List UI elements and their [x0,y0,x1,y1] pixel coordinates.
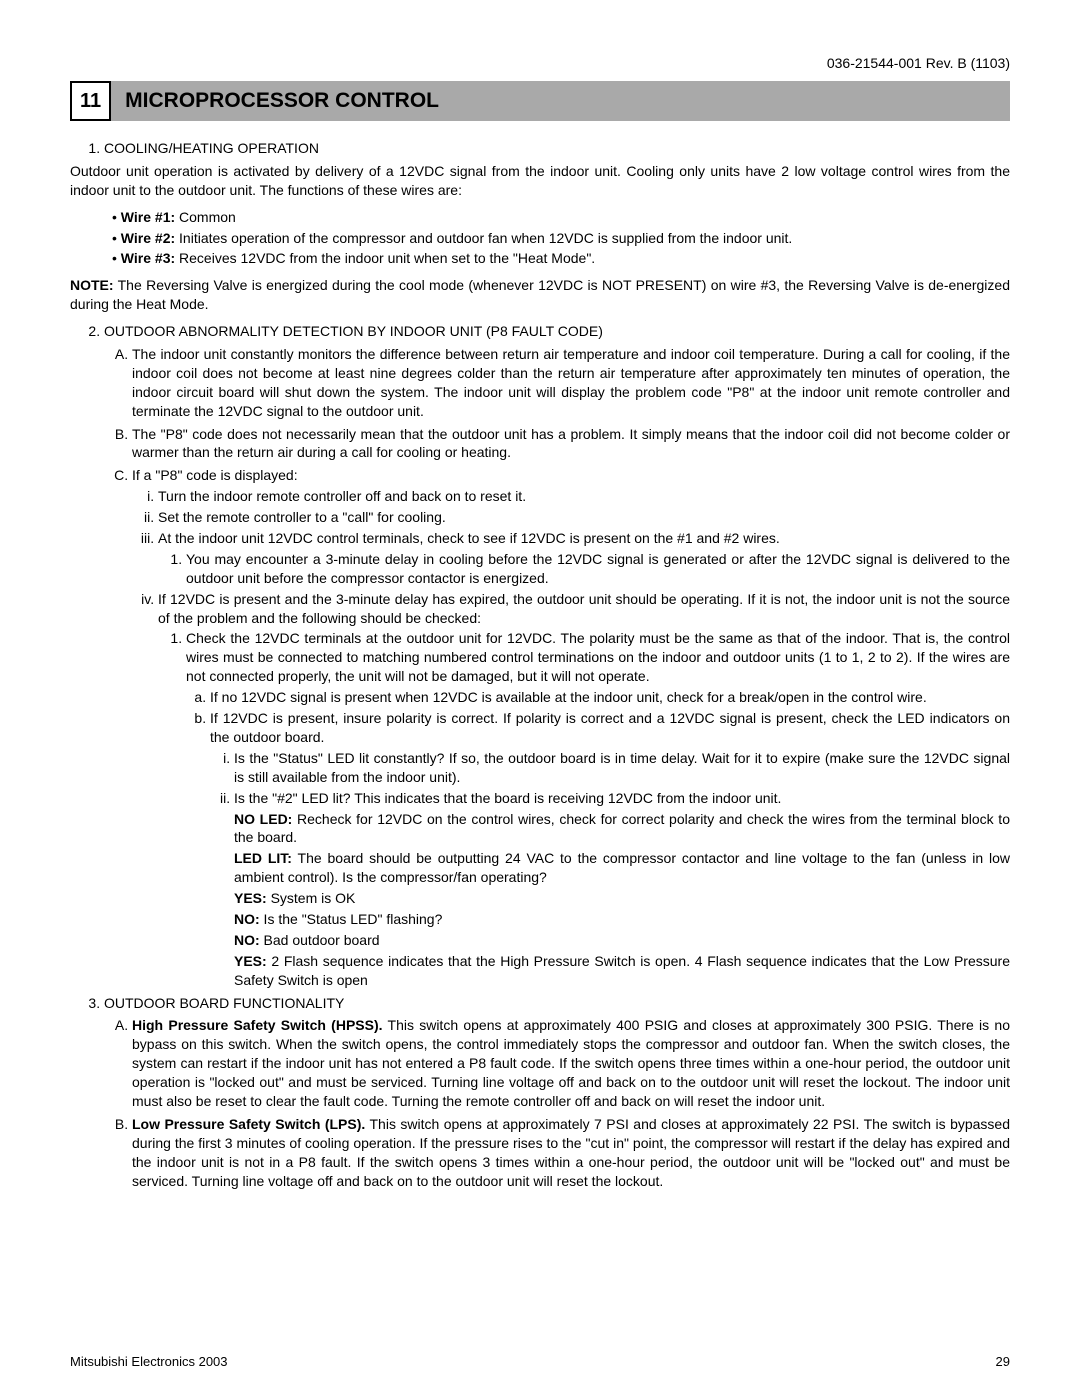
yes2-label: YES: [234,953,267,969]
note-label: NOTE: [70,277,114,293]
yes2-text: 2 Flash sequence indicates that the High… [234,953,1010,988]
top-list-2: OUTDOOR ABNORMALITY DETECTION BY INDOOR … [70,322,1010,341]
wire-1-label: Wire #1: [121,209,175,225]
note-text: The Reversing Valve is energized during … [70,277,1010,312]
wire-3-label: Wire #3: [121,250,175,266]
led-block: NO LED: Recheck for 12VDC on the control… [234,810,1010,990]
s2-A: The indoor unit constantly monitors the … [132,345,1010,421]
s3-alpha-list: High Pressure Safety Switch (HPSS). This… [70,1016,1010,1190]
s2-Civ-1bii-text: Is the "#2" LED lit? This indicates that… [234,790,781,806]
wire-1: Wire #1: Common [112,208,1010,227]
s2-Civ-1b-roman: Is the "Status" LED lit constantly? If s… [210,749,1010,990]
footer-left: Mitsubishi Electronics 2003 [70,1354,228,1369]
s2-Civ: If 12VDC is present and the 3-minute del… [158,590,1010,990]
no1-label: NO: [234,911,260,927]
wire-2: Wire #2: Initiates operation of the comp… [112,229,1010,248]
wire-2-label: Wire #2: [121,230,175,246]
ledlit-label: LED LIT: [234,850,292,866]
wire-3: Wire #3: Receives 12VDC from the indoor … [112,249,1010,268]
item-cooling-heating: COOLING/HEATING OPERATION [104,139,1010,158]
section-number: 11 [70,81,111,121]
noled-label: NO LED: [234,811,292,827]
top-list-1: COOLING/HEATING OPERATION [70,139,1010,158]
s2-Civ-1-text: Check the 12VDC terminals at the outdoor… [186,630,1010,684]
yes1-label: YES: [234,890,267,906]
s2-Civ-1b-text: If 12VDC is present, insure polarity is … [210,710,1010,745]
led-no1: NO: Is the "Status LED" flashing? [234,910,1010,929]
led-no2: NO: Bad outdoor board [234,931,1010,950]
page: 036-21544-001 Rev. B (1103) 11 MICROPROC… [0,0,1080,1397]
item-outdoor-board: OUTDOOR BOARD FUNCTIONALITY [104,994,1010,1013]
s3-A: High Pressure Safety Switch (HPSS). This… [132,1016,1010,1110]
wire-1-text: Common [175,209,236,225]
s3-B: Low Pressure Safety Switch (LPS). This s… [132,1115,1010,1191]
s2-C-roman: Turn the indoor remote controller off an… [132,487,1010,989]
section-title: MICROPROCESSOR CONTROL [111,81,1010,121]
s3-A-label: High Pressure Safety Switch (HPSS). [132,1017,383,1033]
no2-text: Bad outdoor board [260,932,380,948]
s2-Ciii: At the indoor unit 12VDC control termina… [158,529,1010,588]
s2-Civ-1a: If no 12VDC signal is present when 12VDC… [210,688,1010,707]
body-content: COOLING/HEATING OPERATION Outdoor unit o… [70,139,1010,1190]
no2-label: NO: [234,932,260,948]
s2-Ciii-text: At the indoor unit 12VDC control termina… [158,530,780,546]
yes1-text: System is OK [267,890,356,906]
section-heading-bar: 11 MICROPROCESSOR CONTROL [70,81,1010,121]
wire-2-text: Initiates operation of the compressor an… [175,230,792,246]
doc-id: 036-21544-001 Rev. B (1103) [827,55,1010,71]
s2-Cii: Set the remote controller to a "call" fo… [158,508,1010,527]
s2-Ciii-1: You may encounter a 3-minute delay in co… [186,550,1010,588]
led-yes2: YES: 2 Flash sequence indicates that the… [234,952,1010,990]
s2-alpha-list: The indoor unit constantly monitors the … [70,345,1010,990]
footer-right: 29 [996,1354,1010,1369]
noled-text: Recheck for 12VDC on the control wires, … [234,811,1010,846]
s2-Civ-1b: If 12VDC is present, insure polarity is … [210,709,1010,989]
s2-Ci: Turn the indoor remote controller off an… [158,487,1010,506]
led-yes1: YES: System is OK [234,889,1010,908]
led-noled: NO LED: Recheck for 12VDC on the control… [234,810,1010,848]
document-header: 036-21544-001 Rev. B (1103) [70,55,1010,71]
s2-heading: OUTDOOR ABNORMALITY DETECTION BY INDOOR … [104,323,603,339]
note-reversing-valve: NOTE: The Reversing Valve is energized d… [70,276,1010,314]
s2-Civ-1: Check the 12VDC terminals at the outdoor… [186,629,1010,989]
led-ledlit: LED LIT: The board should be outputting … [234,849,1010,887]
s2-Civ-1bii: Is the "#2" LED lit? This indicates that… [234,789,1010,990]
no1-text: Is the "Status LED" flashing? [260,911,443,927]
s2-C: If a "P8" code is displayed: Turn the in… [132,466,1010,989]
page-footer: Mitsubishi Electronics 2003 29 [70,1354,1010,1369]
s3-B-label: Low Pressure Safety Switch (LPS). [132,1116,365,1132]
s2-Civ-dec: Check the 12VDC terminals at the outdoor… [158,629,1010,989]
s2-C-text: If a "P8" code is displayed: [132,467,298,483]
s2-Civ-1bi: Is the "Status" LED lit constantly? If s… [234,749,1010,787]
s1-intro: Outdoor unit operation is activated by d… [70,162,1010,200]
s2-Civ-text: If 12VDC is present and the 3-minute del… [158,591,1010,626]
s1-heading: COOLING/HEATING OPERATION [104,140,319,156]
s2-B: The "P8" code does not necessarily mean … [132,425,1010,463]
wire-list: Wire #1: Common Wire #2: Initiates opera… [70,208,1010,269]
s3-heading: OUTDOOR BOARD FUNCTIONALITY [104,995,344,1011]
ledlit-text: The board should be outputting 24 VAC to… [234,850,1010,885]
s2-Ciii-dec: You may encounter a 3-minute delay in co… [158,550,1010,588]
s2-Civ-1-alpha: If no 12VDC signal is present when 12VDC… [186,688,1010,989]
top-list-3: OUTDOOR BOARD FUNCTIONALITY [70,994,1010,1013]
item-p8-fault: OUTDOOR ABNORMALITY DETECTION BY INDOOR … [104,322,1010,341]
wire-3-text: Receives 12VDC from the indoor unit when… [175,250,595,266]
